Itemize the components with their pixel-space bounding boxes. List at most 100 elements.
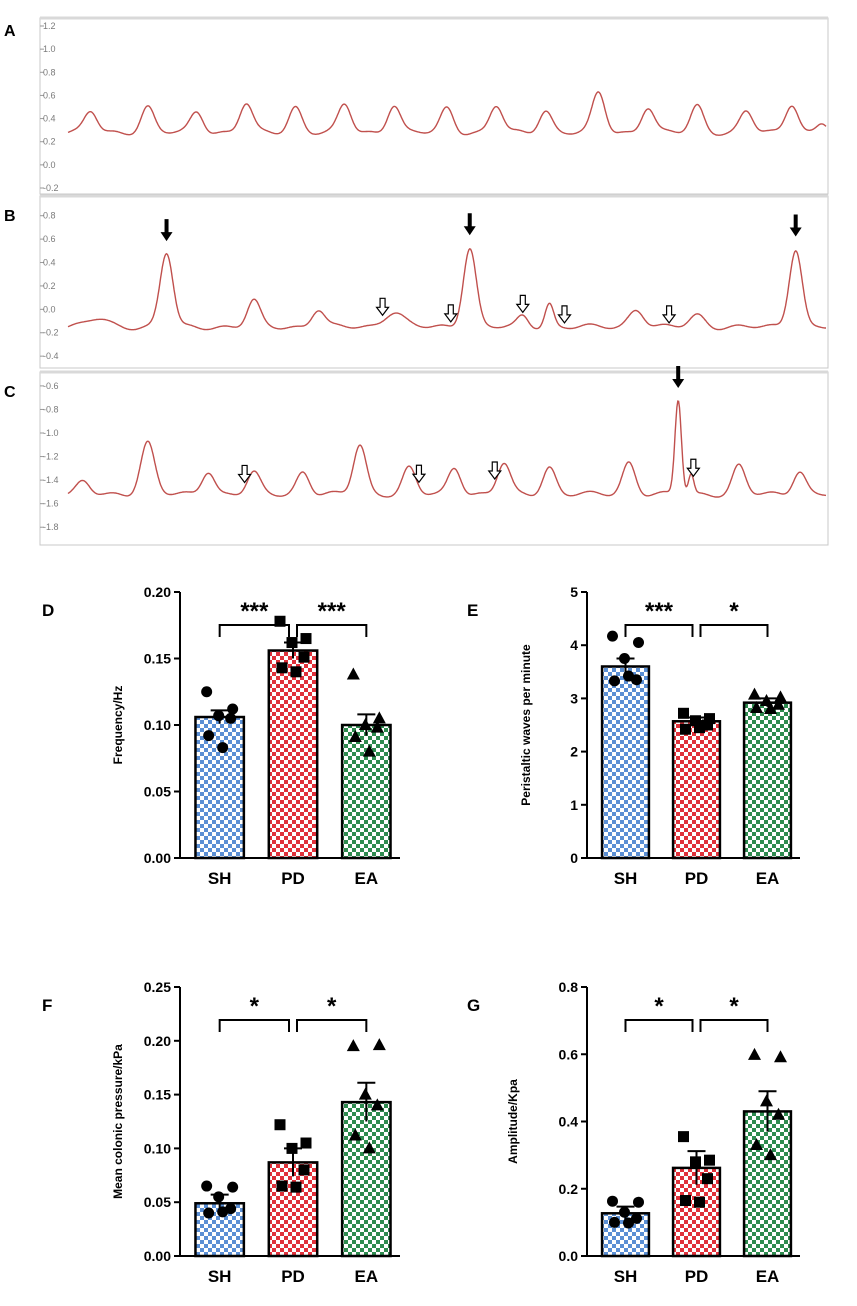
trace-line [67,247,826,331]
trace-panel-c: C -0.6 -0.8 -1.0 -1.2 -1.4 -1.6 -1.8 [4,366,829,546]
data-point [274,615,286,627]
significance-bracket [699,624,769,637]
significance-label: *** [240,598,269,625]
y-tick-label: 5 [570,584,578,600]
data-point [346,667,360,680]
filled-arrow-icon [672,366,685,389]
data-point [704,1154,715,1166]
y-tick-label: 0 [570,850,578,866]
y-tick-label: -1.0 [43,428,59,438]
y-tick-label: 0.0 [43,160,56,170]
panel-label: A [4,23,16,40]
y-tick-label: 4 [570,637,578,653]
data-point [362,1141,376,1154]
trace-line [67,91,827,136]
y-tick-label: 0.05 [144,1194,171,1210]
data-point [300,1137,312,1149]
open-arrow-icon [515,294,530,314]
data-point [704,713,715,725]
bar [742,1110,793,1258]
x-tick-label: EA [355,869,379,888]
data-point [358,718,372,730]
data-point [358,1087,372,1100]
trace-panel-a: A 1.2 1.0 0.8 0.6 0.4 0.2 0.0 -0.2 [4,16,829,195]
significance-bracket [296,624,368,637]
panel-label: B [4,208,16,225]
significance-bracket [699,1019,769,1032]
bar [194,715,246,860]
y-tick-label: -0.4 [43,351,59,361]
data-point [203,730,215,742]
open-arrow-icon [661,305,677,324]
data-point [760,1094,773,1107]
x-tick-label: SH [208,869,232,888]
data-point [286,1142,298,1154]
data-point [702,719,713,731]
data-point [690,1156,701,1168]
y-tick-label: 0.10 [144,717,171,733]
data-point [609,1216,620,1228]
data-point [694,722,705,734]
y-tick-label: 0.4 [559,1114,579,1130]
data-point [203,1207,215,1219]
data-point [348,1128,362,1141]
data-point [201,686,213,698]
data-point [213,1191,225,1203]
y-tick-label: 0.6 [559,1046,579,1062]
y-tick-label: 0.15 [144,1087,171,1103]
data-point [772,1107,785,1120]
x-tick-label: PD [281,869,305,888]
significance-bracket [624,624,694,637]
y-tick-label: 0.6 [43,90,56,100]
data-point [201,1180,213,1192]
data-point [290,666,302,678]
data-point [286,637,298,649]
y-tick-label: 0.2 [559,1181,579,1197]
bar [267,1161,319,1258]
y-axis-label: Peristaltic waves per minute [519,644,533,806]
data-point [631,1212,642,1224]
data-point [680,723,691,735]
trace-frame [39,195,829,369]
significance-label: * [250,993,260,1020]
y-tick-label: 0.4 [43,114,56,124]
data-point [298,651,310,663]
bar [340,723,392,860]
data-point [607,1195,618,1207]
y-tick-label: 0.6 [43,234,56,244]
significance-label: * [327,993,337,1020]
y-tick-label: 0.0 [559,1248,579,1264]
data-point [276,662,288,674]
open-arrow-icon [443,304,458,323]
y-tick-label: 0.10 [144,1140,171,1156]
y-tick-label: 1 [570,797,578,813]
y-tick-label: 1.0 [43,44,56,54]
significance-bracket [218,1019,290,1032]
y-tick-label: -0.2 [43,183,59,193]
significance-bracket [218,624,290,637]
data-point [764,1148,777,1161]
data-point [217,742,229,754]
bar-panel-g: G 0.0 0.2 0.4 0.6 0.8 Amplitude/Kpa SH PD EA * * [467,979,800,1286]
trace-frame [39,17,829,195]
data-point [609,675,620,687]
y-tick-label: 0.2 [43,281,56,291]
data-point [678,707,689,719]
data-point [370,1098,384,1111]
bar [267,649,319,860]
data-point [633,637,644,649]
y-tick-label: 0.8 [559,979,579,995]
data-point [760,694,773,707]
y-tick-label: 0.15 [144,651,171,667]
y-tick-label: 0.25 [144,979,171,995]
y-tick-label: 0.20 [144,584,171,600]
x-tick-label: SH [208,1267,232,1286]
open-arrow-icon [686,458,701,478]
data-point [623,670,634,682]
significance-label: *** [318,598,347,625]
data-point [623,1217,634,1229]
data-point [290,1181,302,1193]
bar-panel-d: D 0.00 0.05 0.10 0.15 0.20 Frequency/Hz SH PD EA *… [42,584,400,888]
data-point [227,1181,239,1193]
